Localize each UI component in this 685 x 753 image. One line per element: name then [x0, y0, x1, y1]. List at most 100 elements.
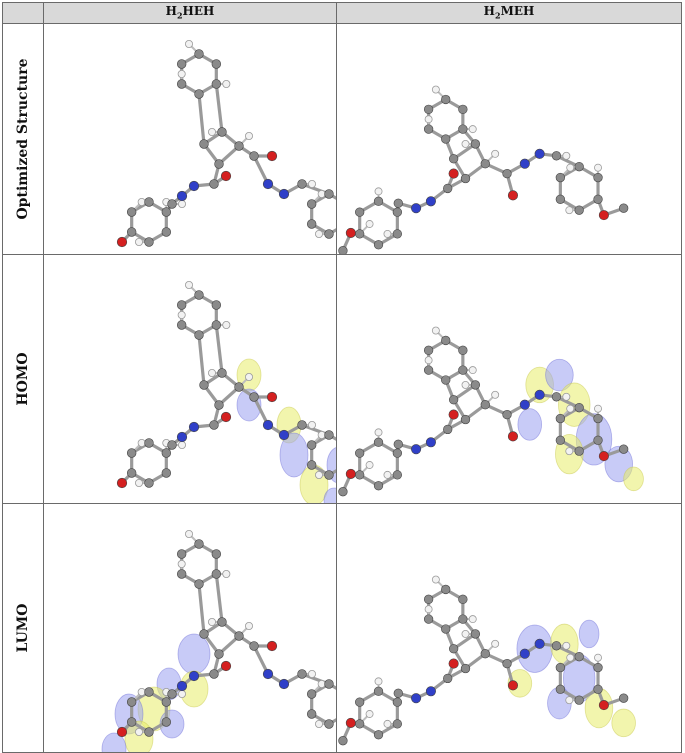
carbon-atom [211, 300, 222, 311]
hydrogen-atom [177, 560, 186, 569]
carbon-atom [448, 644, 459, 654]
carbon-atom [234, 631, 244, 642]
carbon-atom [373, 730, 384, 740]
hydrogen-atom [184, 530, 193, 539]
cell-h2meh-optimized [336, 23, 682, 256]
carbon-atom [234, 141, 244, 152]
nitrogen-atom [411, 203, 422, 214]
hydrogen-atom [562, 152, 571, 161]
oxygen-atom [507, 190, 518, 201]
carbon-atom [458, 365, 468, 376]
carbon-atom [161, 227, 172, 238]
carbon-atom [574, 652, 584, 662]
row-label-optimized: Optimized Structure [2, 23, 44, 256]
carbon-atom [441, 624, 451, 635]
carbon-atom [297, 669, 307, 680]
carbon-atom [214, 159, 224, 170]
nitrogen-atom [176, 681, 188, 692]
carbon-atom [619, 444, 629, 455]
col-header-h2heh: H2HEH [43, 1, 337, 25]
col-header-h2meh-sub: 2 [494, 10, 501, 21]
carbon-atom [338, 246, 348, 255]
carbon-atom [392, 229, 402, 239]
carbon-atom [448, 395, 459, 405]
oxygen-atom [598, 210, 609, 221]
oxygen-atom [448, 168, 459, 180]
carbon-atom [324, 679, 334, 690]
hydrogen-atom [491, 391, 500, 400]
carbon-atom [555, 173, 565, 183]
bond [252, 154, 270, 186]
col-header-h2heh-suffix: HEH [182, 4, 215, 18]
carbon-atom [199, 380, 209, 391]
bond [214, 572, 224, 624]
hydrogen-atom [177, 70, 186, 79]
hydrogen-atom [177, 690, 186, 699]
carbon-atom [355, 470, 365, 480]
carbon-atom [144, 727, 154, 738]
row-label-homo-text: HOMO [15, 352, 31, 406]
carbon-atom [176, 59, 187, 70]
oxygen-atom [220, 412, 232, 423]
carbon-atom [555, 436, 565, 446]
nitrogen-atom [188, 671, 200, 682]
carbon-atom [458, 124, 468, 135]
carbon-atom [423, 346, 434, 356]
oxygen-atom [116, 727, 128, 738]
carbon-atom [194, 89, 204, 100]
oxygen-atom [266, 641, 278, 652]
carbon-atom [392, 719, 402, 729]
nitrogen-atom [188, 422, 200, 433]
bond [252, 395, 270, 427]
carbon-atom [423, 105, 434, 115]
carbon-atom [211, 320, 222, 331]
carbon-atom [393, 198, 403, 209]
carbon-atom [249, 641, 259, 652]
hydrogen-atom [244, 132, 253, 141]
hydrogen-atom [461, 140, 470, 149]
carbon-atom [161, 717, 172, 728]
h2heh-homo-molecule [116, 281, 336, 504]
carbon-atom [373, 687, 384, 697]
carbon-atom [324, 470, 334, 481]
carbon-atom [249, 151, 259, 162]
carbon-atom [126, 697, 137, 708]
carbon-atom [373, 197, 384, 207]
carbon-atom [555, 195, 565, 205]
carbon-atom [574, 446, 584, 457]
hydrogen-atom [184, 40, 193, 49]
carbon-atom [373, 438, 384, 448]
carbon-atom [423, 614, 434, 625]
carbon-atom [423, 365, 434, 376]
bond [197, 333, 206, 387]
carbon-atom [555, 414, 565, 424]
carbon-atom [176, 569, 187, 580]
carbon-atom [194, 579, 204, 590]
carbon-atom [460, 664, 471, 674]
row-label-lumo: LUMO [2, 503, 44, 753]
carbon-atom [441, 336, 451, 346]
carbon-atom [470, 629, 481, 639]
hydrogen-atom [468, 615, 477, 624]
carbon-atom [126, 227, 137, 238]
carbon-atom [234, 382, 244, 393]
oxygen-atom [448, 658, 459, 670]
carbon-atom [393, 439, 403, 450]
bond [214, 323, 224, 375]
oxygen-atom [507, 680, 518, 691]
carbon-atom [126, 207, 137, 218]
carbon-atom [555, 685, 565, 695]
hydrogen-atom [374, 428, 383, 437]
oxygen-atom [220, 171, 232, 182]
carbon-atom [211, 569, 222, 580]
hydrogen-atom [307, 180, 316, 189]
h2meh-lumo-molecule [338, 575, 636, 746]
carbon-atom [161, 697, 172, 708]
oxygen-atom [598, 700, 609, 711]
carbon-atom [217, 368, 227, 379]
row-label-homo: HOMO [2, 254, 44, 505]
hydrogen-atom [374, 677, 383, 686]
nitrogen-atom [534, 639, 545, 650]
orbital-lobe [623, 466, 644, 492]
hydrogen-atom [383, 720, 392, 729]
